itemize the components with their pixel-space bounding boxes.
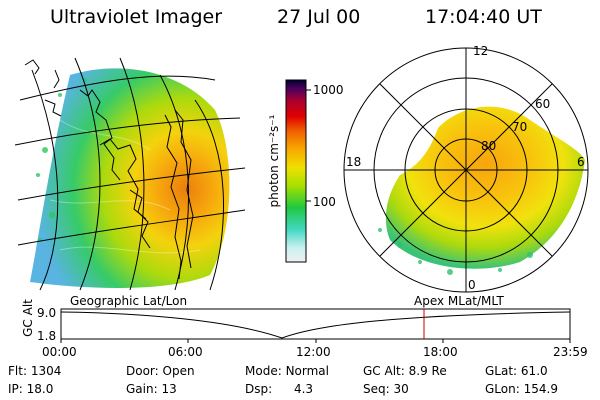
status-mode: Mode: Normal [245,364,329,378]
status-glat: GLat: 61.0 [485,364,548,378]
time-tick-2359: 23:59 [553,345,588,359]
time-tick-1800: 18:00 [423,345,458,359]
status-dsp: Dsp: 4.3 [245,382,314,396]
apex-caption: Apex MLat/MLT [414,294,504,308]
mlt-label-6: 6 [577,155,585,169]
colorbar-tick-1000: 1000 [313,83,344,97]
status-gain: Gain: 13 [126,382,177,396]
time-tick-0000: 00:00 [42,345,77,359]
altitude-ytick-bottom: 1.8 [37,329,57,343]
status-glon: GLon: 154.9 [485,382,558,396]
status-ip: IP: 18.0 [8,382,54,396]
mlt-label-18: 18 [346,155,362,169]
status-gc-alt: GC Alt: 8.9 Re [363,364,447,378]
date-label: 27 Jul 00 [277,6,361,28]
mlat-label-80: 80 [481,139,497,153]
time-tick-1200: 12:00 [296,345,331,359]
geographic-caption: Geographic Lat/Lon [70,294,188,308]
mlt-label-12: 12 [473,44,489,58]
altitude-ylabel: GC Alt [21,299,35,337]
mlat-label-70: 70 [512,120,528,134]
altitude-ytick-top: 9.0 [37,306,57,320]
time-tick-0600: 06:00 [168,345,203,359]
status-door: Door: Open [126,364,195,378]
mlt-label-0: 0 [468,278,476,292]
colorbar-tick-100: 100 [313,195,336,209]
mlat-label-60: 60 [535,97,551,111]
instrument-title: Ultraviolet Imager [50,6,223,28]
status-flt: Flt: 1304 [8,364,62,378]
status-seq: Seq: 30 [363,382,409,396]
time-label: 17:04:40 UT [425,6,542,28]
